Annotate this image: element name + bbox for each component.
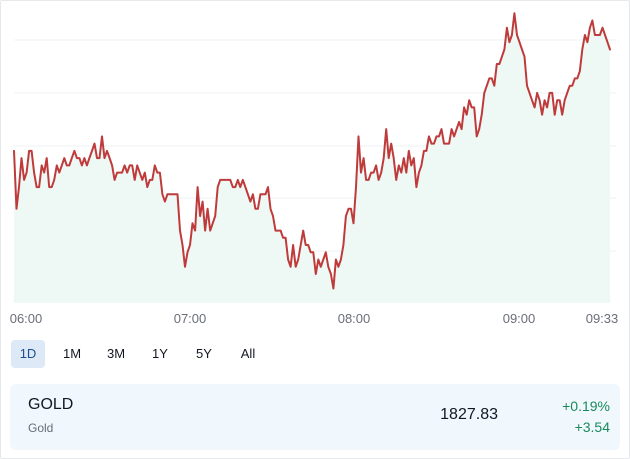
range-button-3m[interactable]: 3M [106,346,126,361]
range-button-1d[interactable]: 1D [11,340,45,368]
change-absolute: +3.54 [574,419,610,435]
price-chart[interactable]: 06:00 07:00 08:00 09:00 09:33 [0,0,630,330]
price-line [13,12,611,290]
x-axis: 06:00 07:00 08:00 09:00 09:33 [10,311,619,326]
x-tick-label: 09:00 [503,311,536,326]
range-button-1y[interactable]: 1Y [152,346,168,361]
range-button-1m[interactable]: 1M [62,346,82,361]
range-button-all[interactable]: All [240,346,256,361]
symbol-quote-row[interactable]: GOLD Gold 1827.83 +0.19% +3.54 [10,384,620,450]
x-tick-label: 08:00 [338,311,371,326]
change-percent: +0.19% [562,398,610,414]
symbol-name: Gold [28,421,54,435]
last-price: 1827.83 [440,406,498,423]
range-button-5y[interactable]: 5Y [196,346,212,361]
symbol-ticker: GOLD [28,396,74,413]
price-area-fill [14,13,610,303]
time-range-selector: 1D 1M 3M 1Y 5Y All [11,340,275,370]
x-tick-label: 07:00 [174,311,207,326]
x-tick-label: 06:00 [10,311,43,326]
x-tick-label: 09:33 [586,311,619,326]
